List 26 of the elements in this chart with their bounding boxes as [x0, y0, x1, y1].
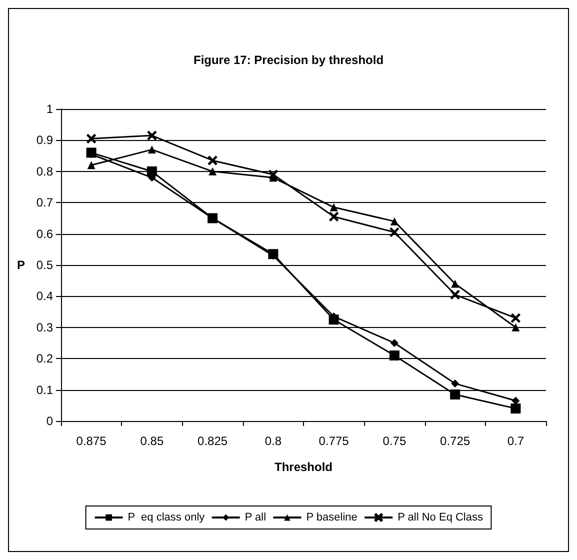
x-axis-title: Threshold — [274, 460, 333, 474]
y-tick-label: 0.7 — [36, 196, 54, 210]
y-tick-label: 0.9 — [36, 133, 54, 148]
x-tick-label: 0.825 — [198, 434, 228, 448]
y-tick-label: 0.5 — [36, 258, 54, 272]
y-tick-label: 0.2 — [36, 352, 54, 366]
chart-title: Figure 17: Precision by threshold — [193, 53, 384, 67]
legend-label: P baseline — [306, 512, 358, 524]
y-tick-label: 0.3 — [36, 320, 54, 334]
x-tick-label: 0.8 — [264, 434, 282, 448]
x-tick-label: 0.725 — [440, 434, 470, 448]
y-tick-label: 1 — [46, 102, 54, 116]
x-tick-label: 0.775 — [318, 434, 350, 448]
y-axis-title: P — [16, 258, 25, 272]
x-tick-label: 0.7 — [507, 434, 524, 448]
x-tick-label: 0.875 — [76, 434, 107, 448]
y-tick-label: 0.6 — [36, 226, 54, 241]
legend-label: P eq class only — [128, 512, 206, 524]
legend-label: P all — [244, 512, 266, 524]
y-tick-label: 0.4 — [36, 289, 54, 304]
x-tick-label: 0.75 — [382, 434, 406, 448]
x-tick-label: 0.85 — [140, 434, 164, 448]
y-tick-label: 0.1 — [36, 382, 54, 397]
y-tick-label: 0 — [46, 414, 54, 428]
y-tick-label: 0.8 — [36, 164, 54, 178]
legend-label: P all No Eq Class — [398, 512, 484, 524]
